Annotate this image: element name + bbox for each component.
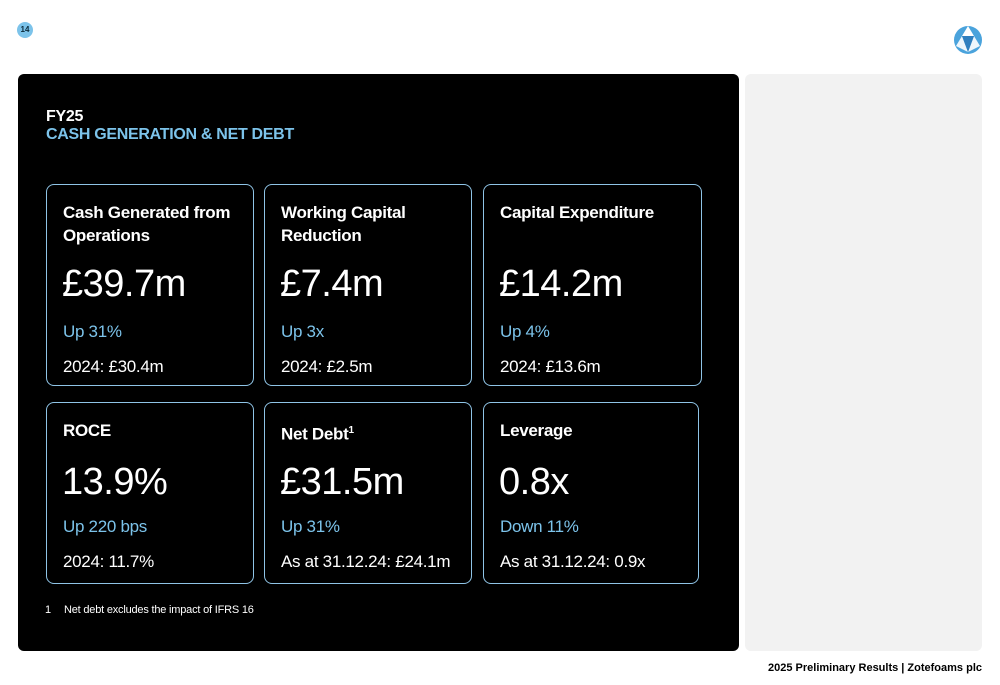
side-panel	[745, 74, 982, 651]
kpi-change: Up 31%	[281, 517, 340, 536]
kpi-value: £14.2m	[499, 263, 623, 305]
kpi-label: Net Debt1	[281, 419, 459, 446]
kpi-card-working-capital: Working Capital Reduction £7.4m Up 3x 20…	[264, 184, 472, 386]
kpi-card-net-debt: Net Debt1 £31.5m Up 31% As at 31.12.24: …	[264, 402, 472, 584]
kpi-prior: As at 31.12.24: £24.1m	[281, 552, 451, 571]
kpi-label: Cash Generated from Operations	[63, 203, 231, 245]
kpi-change: Up 220 bps	[63, 517, 147, 536]
kpi-card-roce: ROCE 13.9% Up 220 bps 2024: 11.7%	[46, 402, 254, 584]
zotefoams-logo-icon	[954, 26, 982, 54]
page-title: CASH GENERATION & NET DEBT	[46, 126, 294, 143]
kpi-card-leverage: Leverage 0.8x Down 11% As at 31.12.24: 0…	[483, 402, 699, 584]
section-kicker: FY25	[46, 108, 84, 125]
kpi-prior: 2024: £30.4m	[63, 357, 164, 376]
kpi-change: Up 4%	[500, 322, 550, 341]
kpi-label: Working Capital Reduction	[281, 203, 406, 245]
kpi-value: £7.4m	[280, 263, 384, 305]
footer-text: 2025 Preliminary Results | Zotefoams plc	[768, 662, 982, 674]
kpi-card-cash-generated: Cash Generated from Operations £39.7m Up…	[46, 184, 254, 386]
kpi-label: ROCE	[63, 421, 111, 440]
kpi-change: Down 11%	[500, 517, 579, 536]
footnote-text: Net debt excludes the impact of IFRS 16	[64, 604, 254, 616]
kpi-prior: As at 31.12.24: 0.9x	[500, 552, 646, 571]
kpi-label-text: Net Debt	[281, 424, 349, 444]
kpi-value: 0.8x	[499, 461, 569, 503]
kpi-value: £39.7m	[62, 263, 186, 305]
kpi-value: £31.5m	[280, 461, 404, 503]
main-panel: FY25 CASH GENERATION & NET DEBT Cash Gen…	[18, 74, 739, 651]
footnote: 1 Net debt excludes the impact of IFRS 16	[45, 604, 254, 616]
footnote-marker: 1	[348, 425, 355, 436]
kpi-change: Up 3x	[281, 322, 324, 341]
kpi-value: 13.9%	[62, 461, 168, 503]
kpi-change: Up 31%	[63, 322, 122, 341]
page-number-badge: 14	[17, 22, 33, 38]
kpi-prior: 2024: £13.6m	[500, 357, 601, 376]
kpi-label: Leverage	[500, 421, 573, 440]
footnote-number: 1	[45, 604, 51, 616]
kpi-prior: 2024: £2.5m	[281, 357, 373, 376]
kpi-prior: 2024: 11.7%	[63, 552, 154, 571]
kpi-label: Capital Expenditure	[500, 203, 654, 222]
kpi-card-capital-expenditure: Capital Expenditure £14.2m Up 4% 2024: £…	[483, 184, 702, 386]
